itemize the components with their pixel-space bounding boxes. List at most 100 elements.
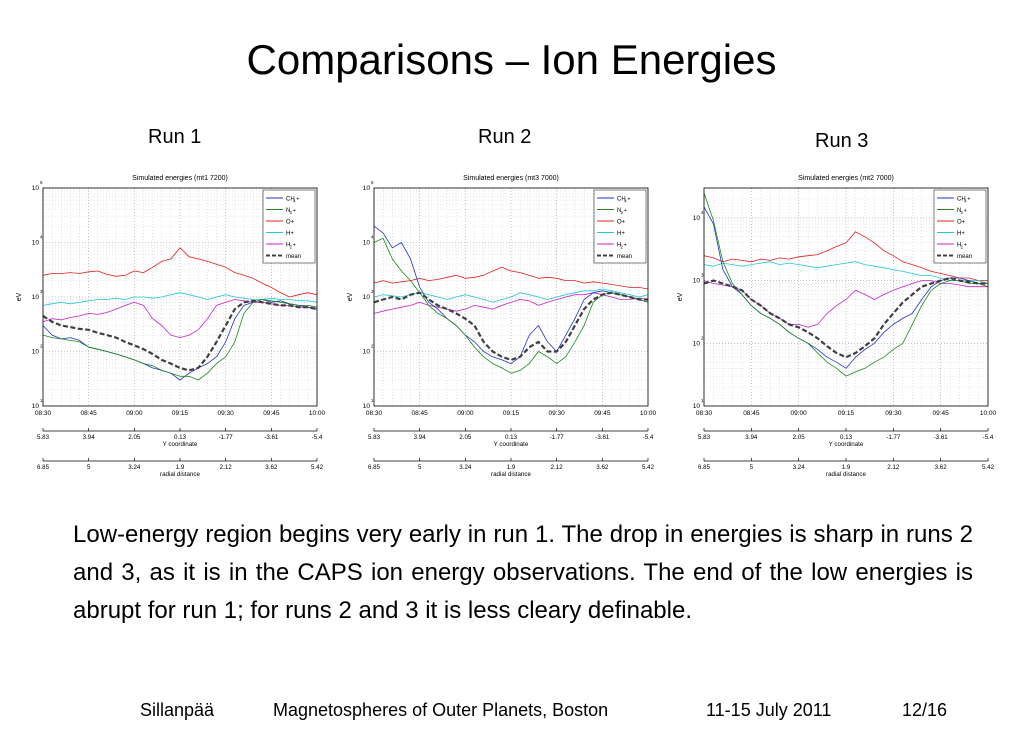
legend-label-sub: 4	[964, 199, 967, 204]
x-tick-label: 10:00	[980, 410, 996, 417]
legend-label-sup: +	[964, 243, 967, 249]
aux-tick-label: 0.13	[505, 434, 518, 441]
aux-axis-label: radial distance	[826, 471, 866, 478]
legend: CH4 +N 2 +O+H+H 2 +mean	[593, 189, 647, 264]
legend-label: N	[617, 208, 621, 214]
chart-panel-run3: Simulated energies (mt2 7000) 08:30 08:45 0…	[666, 166, 996, 486]
run3-label: Run 3	[815, 130, 869, 152]
aux-tick-label: 6.85	[368, 464, 381, 471]
aux-tick-label: 5	[87, 464, 91, 471]
aux-tick-label: 2.05	[793, 434, 806, 441]
x-tick-label: 09:15	[503, 410, 520, 417]
x-tick-label: 09:45	[933, 410, 950, 417]
aux-tick-label: 3.94	[83, 434, 96, 441]
aux-tick-label: 0.13	[174, 434, 187, 441]
x-tick-label: 08:30	[366, 410, 383, 417]
footer-author: Sillanpää	[140, 700, 215, 720]
legend-box	[933, 189, 987, 264]
legend: CH4 +N 2 +O+H+H 2 +mean	[262, 189, 316, 264]
chart-title: Simulated energies (mt3 7000)	[463, 175, 559, 182]
x-tick-label: 08:30	[696, 410, 713, 417]
legend-label: H+	[286, 231, 294, 237]
aux-tick-label: -5.4	[312, 434, 323, 441]
aux-tick-label: 0.13	[840, 434, 853, 441]
y-tick-label: 10	[363, 349, 371, 356]
series-line-Oplus	[42, 247, 318, 298]
footer-date: 11-15 July 2011	[706, 700, 832, 720]
legend-label: H	[617, 243, 621, 249]
x-tick-label: 09:45	[594, 410, 611, 417]
aux-tick-label: -1.77	[550, 434, 565, 441]
y-tick-exponent: 2	[701, 335, 704, 340]
legend-label-sup: +	[967, 197, 970, 203]
y-tick-label: 10	[693, 215, 701, 222]
plot-frame	[373, 187, 649, 407]
legend-box	[262, 189, 316, 264]
y-tick-label: 10	[693, 403, 701, 410]
chart-panel-run1: Simulated energies (mt1 7200) 08:30 08:45 0…	[5, 166, 325, 486]
y-tick-label: 10	[32, 185, 40, 192]
aux-tick-label: -3.61	[934, 434, 949, 441]
aux-tick-label: 1.9	[176, 464, 185, 471]
footer-page: 12/16	[902, 700, 948, 720]
x-tick-label: 08:45	[412, 410, 429, 417]
aux-tick-label: 3.62	[265, 464, 278, 471]
series-line-Hplus	[703, 261, 989, 284]
x-tick-label: 09:45	[263, 410, 280, 417]
aux-tick-label: 5.42	[982, 464, 995, 471]
legend-label-sub: 2	[621, 210, 624, 215]
series-line-Oplus	[703, 231, 988, 281]
y-tick-exponent: 2	[40, 344, 43, 349]
x-tick-label: 09:15	[172, 410, 189, 417]
aux-tick-label: 3.24	[793, 464, 806, 471]
aux-axis-label: radial distance	[160, 471, 200, 478]
x-tick-label: 09:15	[838, 410, 855, 417]
legend-label-sub: 2	[961, 245, 964, 250]
x-tick-label: 08:30	[35, 410, 52, 417]
legend-label: mean	[957, 254, 972, 260]
aux-tick-label: 6.85	[698, 464, 711, 471]
x-tick-label: 09:00	[791, 410, 808, 417]
aux-tick-label: 5	[418, 464, 422, 471]
legend-label: N	[286, 208, 290, 214]
aux-tick-label: 3.62	[935, 464, 948, 471]
y-tick-exponent: 2	[371, 344, 374, 349]
x-tick-label: 09:30	[218, 410, 235, 417]
series-line-N2plus	[42, 299, 318, 381]
aux-tick-label: -5.4	[983, 434, 994, 441]
aux-tick-label: 1.9	[842, 464, 851, 471]
y-axis-label: eV	[347, 292, 354, 301]
legend-label: O+	[286, 220, 295, 226]
y-tick-exponent: 5	[371, 180, 374, 185]
y-axis-label: eV	[16, 292, 23, 301]
series-line-mean	[373, 291, 648, 361]
aux-tick-label: 5.83	[698, 434, 711, 441]
run2-label: Run 2	[478, 126, 532, 148]
aux-tick-label: 3.94	[414, 434, 427, 441]
legend-label: CH	[286, 197, 295, 203]
legend-label-sup: +	[293, 243, 296, 249]
chart-run2: Simulated energies (mt3 7000) 08:30 08:45 0…	[347, 175, 656, 478]
y-tick-exponent: 4	[701, 210, 704, 215]
series-line-mean	[42, 299, 318, 372]
legend-label-sup: +	[293, 208, 296, 214]
aux-tick-label: 2.12	[887, 464, 900, 471]
aux-tick-label: 6.85	[37, 464, 50, 471]
plot-frame	[703, 187, 989, 407]
slide-title: Comparisons – Ion Energies	[246, 36, 777, 83]
legend-label: H+	[957, 231, 965, 237]
legend-label: H	[957, 243, 961, 249]
y-tick-exponent: 1	[701, 398, 704, 403]
legend-label-sup: +	[964, 208, 967, 214]
series-line-N2plus	[703, 192, 989, 377]
y-axis-label: eV	[677, 292, 684, 301]
aux-tick-label: 2.05	[128, 434, 141, 441]
aux-tick-label: 2.12	[551, 464, 564, 471]
x-tick-label: 10:00	[309, 410, 325, 417]
y-tick-label: 10	[363, 403, 371, 410]
aux-tick-label: 2.12	[220, 464, 233, 471]
y-tick-exponent: 4	[371, 235, 374, 240]
chart-title: Simulated energies (mt1 7200)	[132, 175, 228, 182]
x-tick-label: 08:45	[743, 410, 760, 417]
legend-label-sub: 2	[621, 245, 624, 250]
